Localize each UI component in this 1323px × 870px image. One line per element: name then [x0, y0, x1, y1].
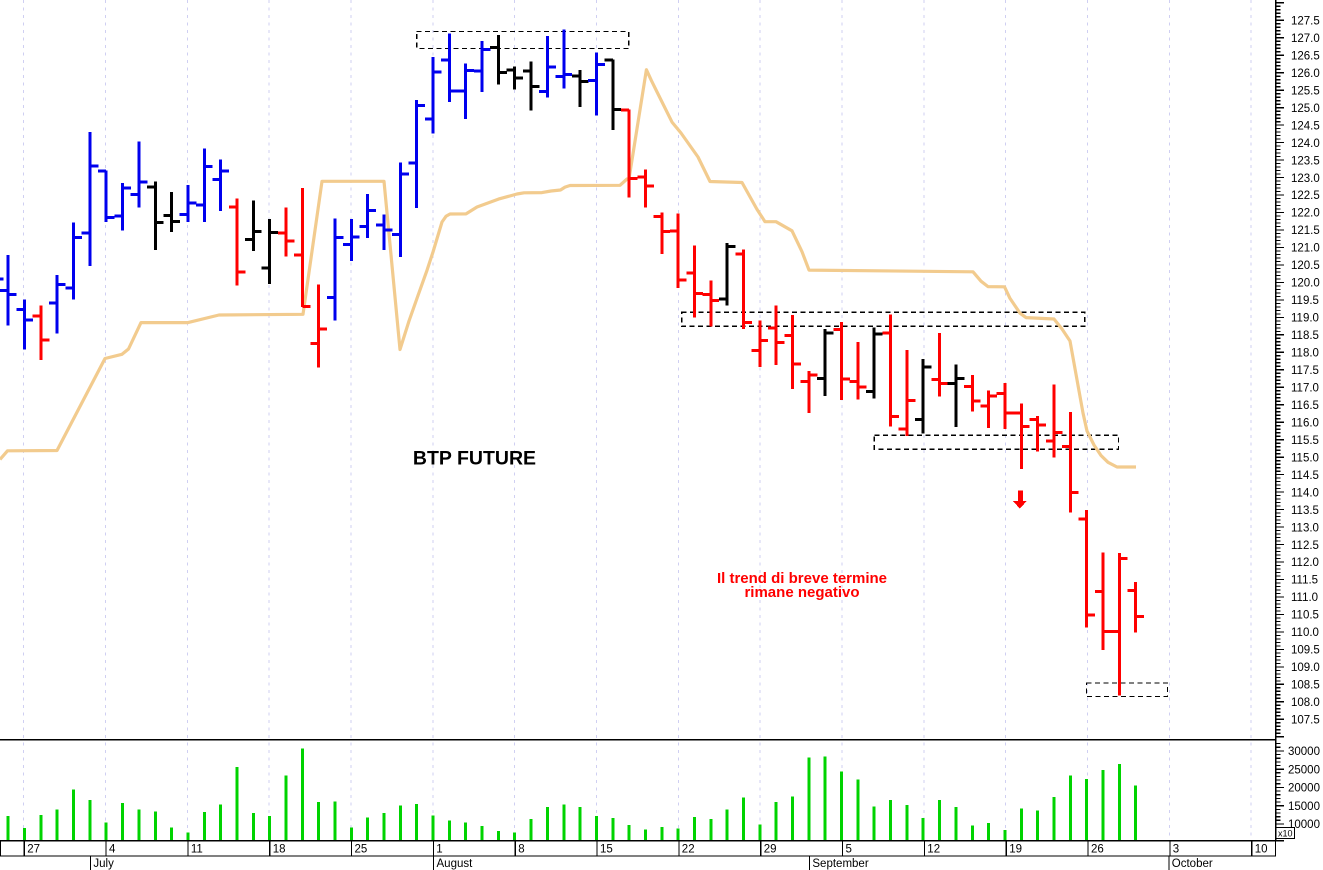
svg-text:114.5: 114.5: [1291, 470, 1319, 482]
svg-text:25000: 25000: [1288, 764, 1320, 776]
svg-text:110.5: 110.5: [1291, 610, 1319, 622]
svg-text:115.5: 115.5: [1291, 435, 1319, 447]
svg-text:18: 18: [273, 844, 286, 856]
svg-text:107.5: 107.5: [1291, 715, 1320, 727]
svg-text:15: 15: [600, 844, 613, 856]
svg-text:127.5: 127.5: [1291, 16, 1320, 28]
svg-text:19: 19: [1009, 844, 1022, 856]
svg-text:4: 4: [109, 844, 116, 856]
svg-text:110.0: 110.0: [1291, 627, 1319, 639]
svg-text:123.0: 123.0: [1291, 173, 1320, 185]
svg-text:27: 27: [27, 844, 40, 856]
svg-text:109.5: 109.5: [1291, 645, 1320, 657]
svg-text:124.5: 124.5: [1291, 120, 1320, 132]
svg-text:111.0: 111.0: [1291, 592, 1318, 604]
svg-text:109.0: 109.0: [1291, 662, 1320, 674]
svg-text:123.5: 123.5: [1291, 155, 1320, 167]
svg-text:113.0: 113.0: [1291, 522, 1319, 534]
svg-text:30000: 30000: [1288, 746, 1320, 758]
svg-text:121.5: 121.5: [1291, 225, 1320, 237]
svg-text:120.5: 120.5: [1291, 260, 1320, 272]
svg-text:115.0: 115.0: [1291, 452, 1319, 464]
svg-text:5: 5: [846, 844, 852, 856]
svg-text:29: 29: [764, 844, 777, 856]
svg-text:118.0: 118.0: [1291, 348, 1319, 360]
svg-text:BTP FUTURE: BTP FUTURE: [413, 448, 536, 470]
svg-text:26: 26: [1091, 844, 1104, 856]
svg-text:121.0: 121.0: [1291, 243, 1320, 255]
svg-text:September: September: [812, 858, 868, 870]
svg-text:118.5: 118.5: [1291, 330, 1319, 342]
svg-text:Il trend di breve termine: Il trend di breve termine: [717, 570, 887, 587]
svg-text:October: October: [1172, 858, 1213, 870]
svg-text:10: 10: [1255, 844, 1268, 856]
svg-text:116.0: 116.0: [1291, 417, 1319, 429]
svg-text:22: 22: [682, 844, 695, 856]
svg-text:117.5: 117.5: [1291, 365, 1319, 377]
svg-text:8: 8: [518, 844, 524, 856]
svg-text:116.5: 116.5: [1291, 400, 1319, 412]
svg-text:11: 11: [191, 844, 203, 856]
svg-text:10000: 10000: [1288, 819, 1320, 831]
svg-text:August: August: [437, 858, 474, 870]
svg-text:120.0: 120.0: [1291, 278, 1320, 290]
svg-text:1: 1: [436, 844, 442, 856]
svg-text:122.0: 122.0: [1291, 208, 1320, 220]
svg-text:July: July: [93, 858, 114, 870]
svg-text:122.5: 122.5: [1291, 190, 1320, 202]
svg-text:108.0: 108.0: [1291, 697, 1320, 709]
svg-text:rimane negativo: rimane negativo: [744, 584, 859, 601]
svg-text:x10: x10: [1278, 828, 1293, 838]
svg-text:3: 3: [1173, 844, 1179, 856]
svg-text:108.5: 108.5: [1291, 680, 1320, 692]
svg-text:113.5: 113.5: [1291, 505, 1319, 517]
svg-text:112.0: 112.0: [1291, 557, 1319, 569]
svg-text:126.5: 126.5: [1291, 51, 1320, 63]
svg-text:125.0: 125.0: [1291, 103, 1320, 115]
svg-text:114.0: 114.0: [1291, 487, 1319, 499]
svg-text:12: 12: [927, 844, 940, 856]
svg-text:119.5: 119.5: [1291, 295, 1319, 307]
svg-text:127.0: 127.0: [1291, 33, 1320, 45]
svg-text:111.5: 111.5: [1291, 575, 1318, 587]
svg-text:15000: 15000: [1288, 801, 1320, 813]
svg-text:112.5: 112.5: [1291, 540, 1319, 552]
svg-text:117.0: 117.0: [1291, 383, 1319, 395]
svg-text:20000: 20000: [1288, 783, 1320, 795]
svg-text:124.0: 124.0: [1291, 138, 1320, 150]
svg-text:125.5: 125.5: [1291, 85, 1320, 97]
svg-text:25: 25: [355, 844, 368, 856]
svg-text:119.0: 119.0: [1291, 313, 1319, 325]
svg-text:126.0: 126.0: [1291, 68, 1320, 80]
